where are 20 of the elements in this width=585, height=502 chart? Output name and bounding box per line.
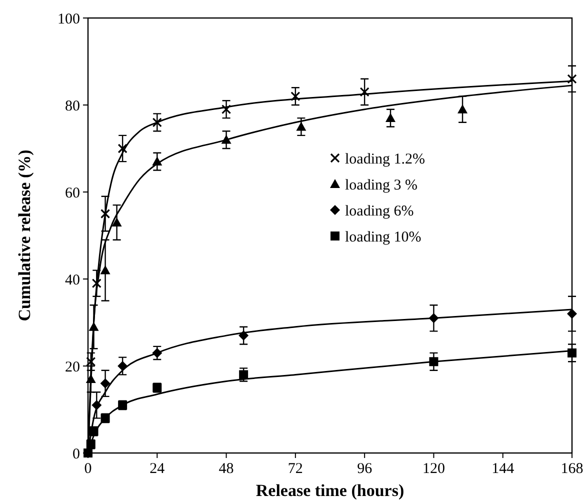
- x-tick-label: 72: [288, 461, 303, 477]
- y-axis-title: Cumulative release (%): [15, 150, 34, 322]
- x-tick-label: 0: [84, 461, 92, 477]
- y-tick-label: 100: [58, 11, 80, 28]
- y-tick-label: 60: [65, 185, 80, 202]
- legend-label: loading 6%: [345, 203, 414, 220]
- x-tick-label: 120: [422, 461, 445, 477]
- y-tick-label: 80: [65, 98, 80, 114]
- legend-label: loading 10%: [345, 229, 422, 246]
- x-tick-label: 168: [560, 461, 584, 477]
- x-tick-label: 24: [150, 461, 166, 477]
- y-tick-label: 40: [65, 272, 80, 288]
- legend-label: loading 3 %: [345, 177, 418, 194]
- legend-label: loading 1.2%: [345, 151, 425, 168]
- x-axis-title: Release time (hours): [256, 481, 404, 500]
- x-tick-label: 96: [357, 461, 373, 477]
- x-tick-label: 48: [218, 461, 234, 477]
- x-tick-label: 144: [492, 461, 515, 477]
- y-tick-label: 0: [72, 446, 80, 462]
- y-tick-label: 20: [65, 359, 80, 376]
